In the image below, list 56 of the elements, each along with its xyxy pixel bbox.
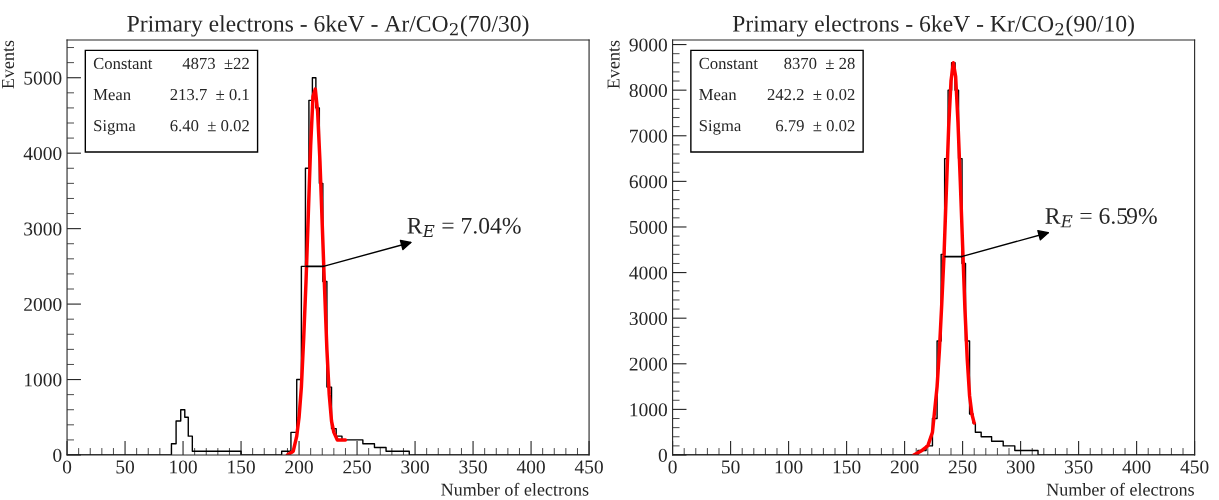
annotation: Sigma xyxy=(699,120,742,135)
annotation: 4873 ±22 xyxy=(182,57,249,70)
x-tick-label: 50 xyxy=(722,460,740,474)
y-tick-label: 2000 xyxy=(24,297,62,312)
x-tick-label: 300 xyxy=(1006,460,1035,474)
x-tick-label: 450 xyxy=(1180,460,1209,474)
annotation: 6.40 ± 0.02 xyxy=(170,120,249,132)
annotation: 8370 ± 28 xyxy=(784,57,855,70)
x-tick-label: 350 xyxy=(459,460,487,474)
x-tick-label: 250 xyxy=(948,460,977,474)
x-tick-label: 0 xyxy=(668,460,677,474)
x-tick-label: 100 xyxy=(170,460,197,474)
annotation: R$_{E}$ = 6.59% xyxy=(1045,208,1157,228)
x-axis-title: Number of electrons xyxy=(1046,482,1194,496)
x-tick-label: 200 xyxy=(285,460,313,474)
annotation: 213.7 ± 0.1 xyxy=(170,88,249,101)
annotation: Constant xyxy=(699,57,758,70)
y-tick-label: 5000 xyxy=(629,220,667,234)
y-tick-label: 4000 xyxy=(23,147,62,161)
x-tick-label: 0 xyxy=(62,460,72,474)
x-tick-label: 350 xyxy=(1064,460,1093,474)
x-axis-title: Number of electrons xyxy=(441,482,589,496)
annotation: Constant xyxy=(93,57,153,70)
chart-title: Primary electrons - 6keV - Ar/CO$_{2}$(70/30) xyxy=(127,15,529,37)
y-tick-label: 4000 xyxy=(629,266,667,280)
y-tick-label: 0 xyxy=(53,448,62,462)
annotation: R$_{E}$ = 7.04% xyxy=(407,217,521,238)
y-tick-label: 3000 xyxy=(24,222,62,236)
annotation: Mean xyxy=(93,89,131,101)
y-tick-label: 2000 xyxy=(629,357,667,371)
y-tick-label: 8000 xyxy=(629,83,667,98)
y-axis-title: Events xyxy=(607,40,620,89)
annotation: Mean xyxy=(699,89,737,101)
y-tick-label: 7000 xyxy=(630,129,667,143)
y-tick-label: 0 xyxy=(658,448,667,462)
x-tick-label: 200 xyxy=(890,460,919,474)
x-tick-label: 100 xyxy=(775,460,803,474)
y-tick-label: 1000 xyxy=(630,403,667,417)
x-tick-label: 300 xyxy=(401,460,429,474)
x-tick-label: 400 xyxy=(1122,460,1151,474)
x-tick-label: 250 xyxy=(343,460,371,474)
y-tick-label: 5000 xyxy=(24,71,62,85)
x-tick-label: 450 xyxy=(574,460,603,474)
chart-title: Primary electrons - 6keV - Kr/CO$_{2}$(90/10) xyxy=(732,15,1134,37)
x-tick-label: 50 xyxy=(116,460,135,474)
annotation: 242.2 ± 0.02 xyxy=(767,88,855,101)
annotation: 6.79 ± 0.02 xyxy=(776,120,855,132)
y-tick-label: 1000 xyxy=(25,373,62,387)
y-tick-label: 6000 xyxy=(629,175,667,189)
annotation: Sigma xyxy=(94,120,136,135)
x-tick-label: 150 xyxy=(833,460,861,474)
x-tick-label: 150 xyxy=(228,460,255,474)
x-tick-label: 400 xyxy=(516,460,545,474)
y-tick-label: 9000 xyxy=(629,38,667,52)
y-axis-title: Events xyxy=(2,40,15,89)
y-tick-label: 3000 xyxy=(629,312,667,326)
